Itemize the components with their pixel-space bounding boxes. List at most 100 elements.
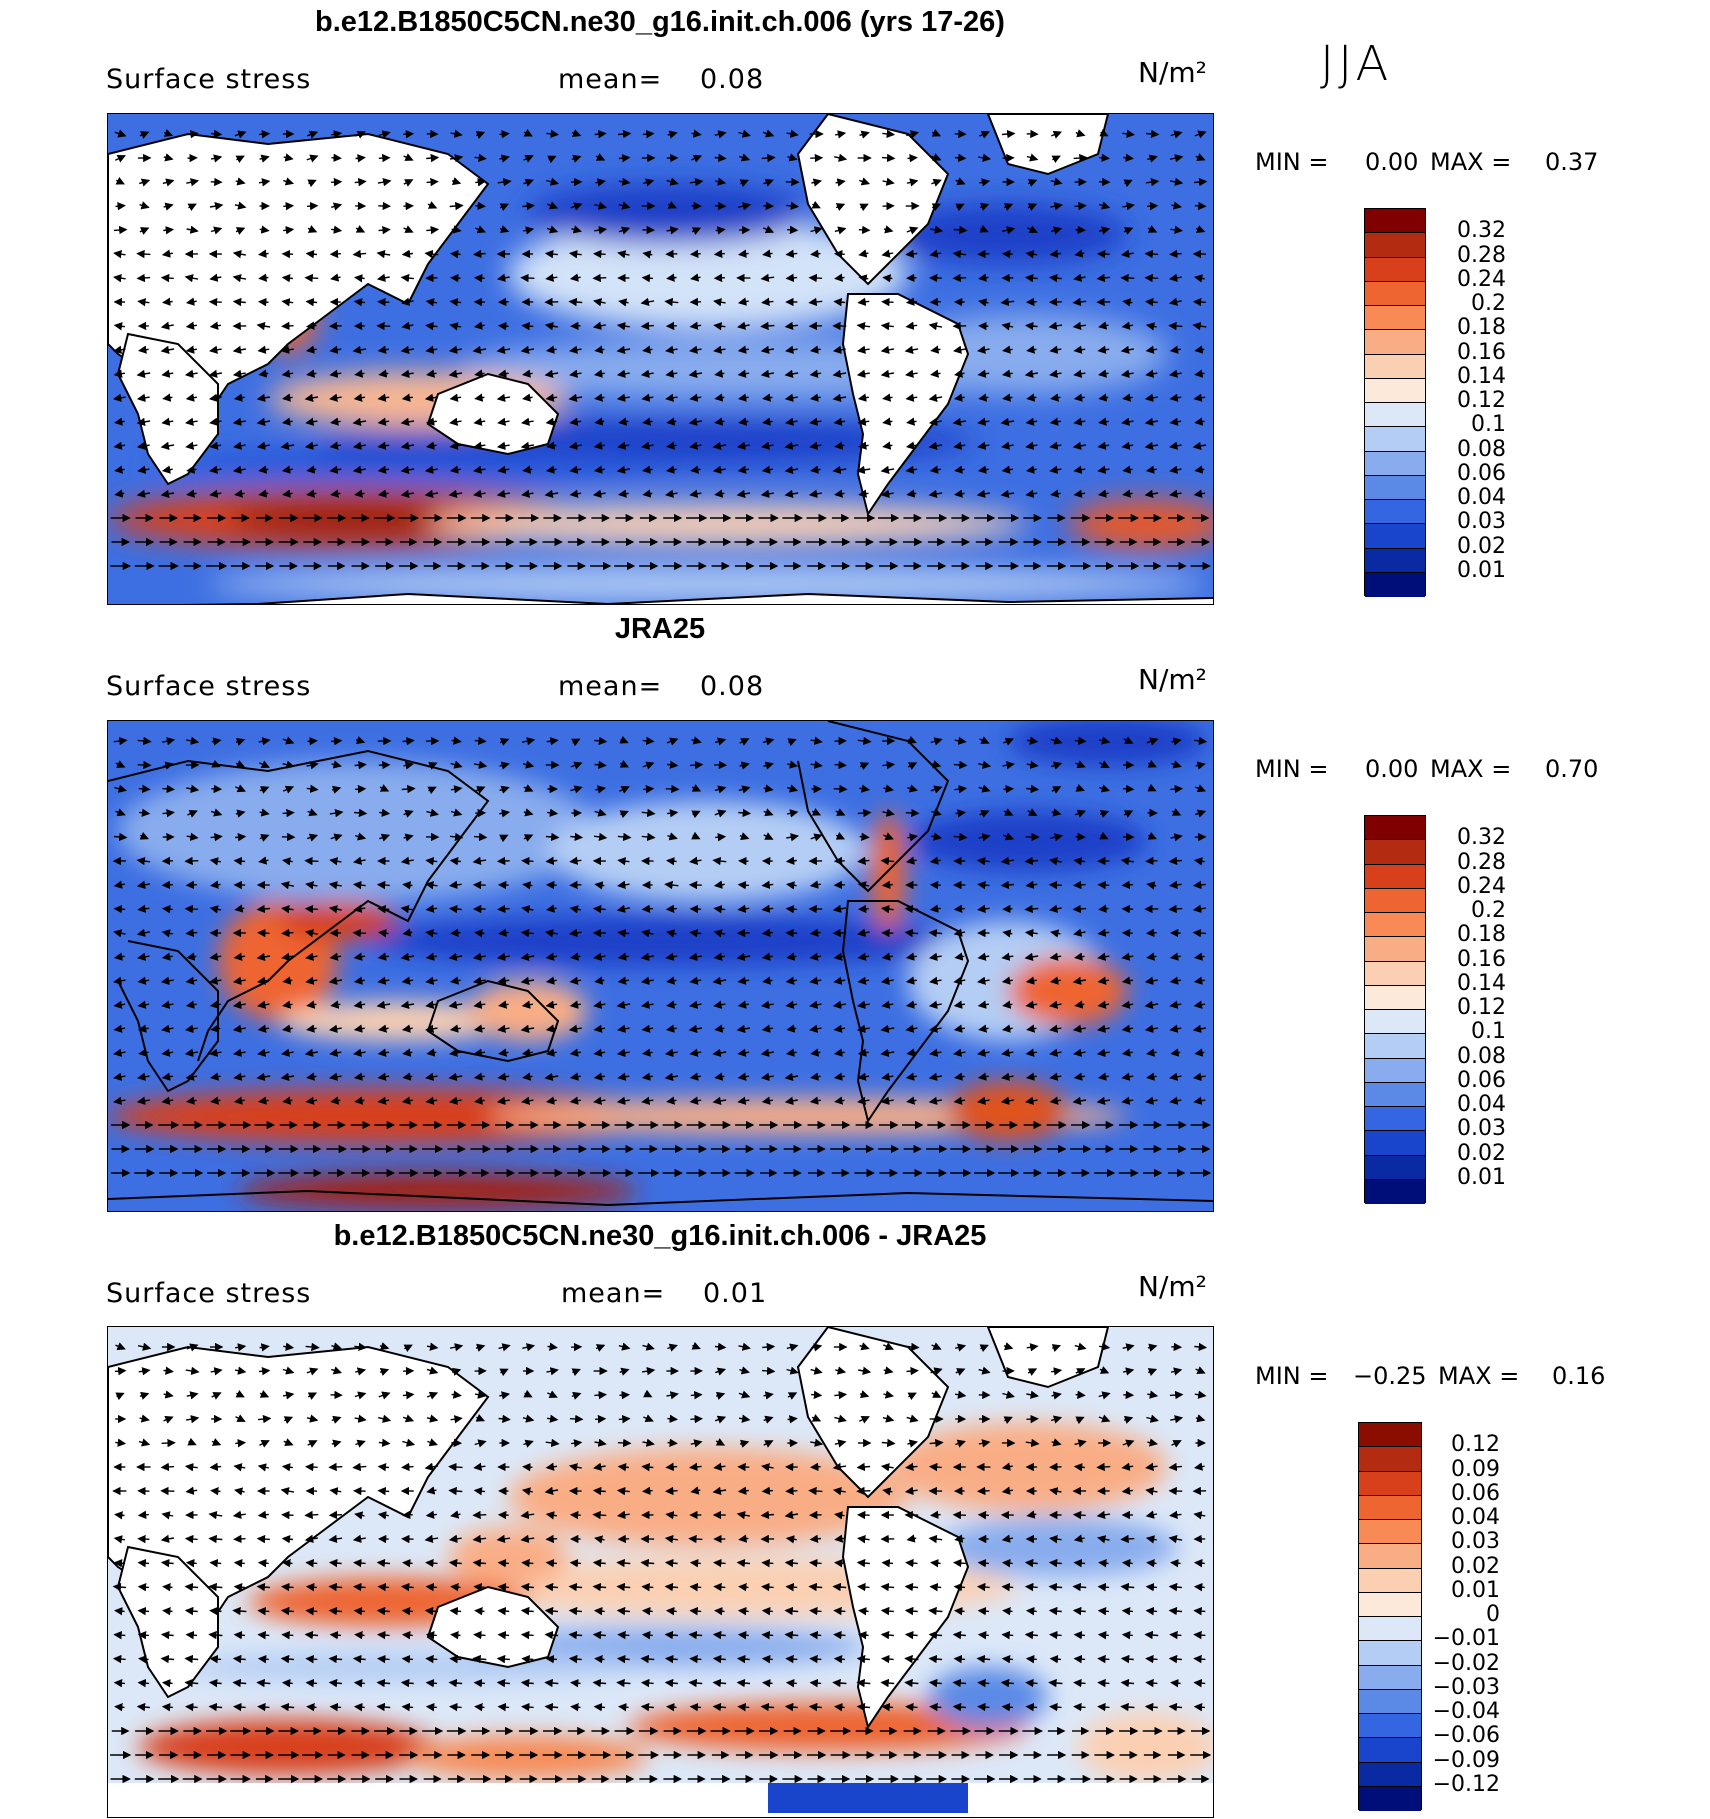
wind-vector bbox=[523, 226, 535, 235]
wind-vector bbox=[328, 1606, 343, 1616]
colorbar-segment bbox=[1365, 233, 1425, 258]
wind-vector bbox=[352, 417, 367, 427]
wind-vector bbox=[595, 1414, 607, 1424]
wind-vector bbox=[952, 1630, 966, 1640]
wind-vector bbox=[1025, 1607, 1037, 1616]
wind-vector bbox=[114, 1703, 125, 1712]
wind-vector bbox=[425, 441, 437, 450]
colorbar-segment bbox=[1365, 1131, 1425, 1156]
wind-vector bbox=[305, 1606, 318, 1616]
wind-vector bbox=[497, 1606, 510, 1616]
wind-vector bbox=[785, 856, 797, 865]
wind-vector bbox=[737, 1486, 749, 1495]
wind-vector bbox=[306, 201, 319, 211]
wind-vector bbox=[136, 1702, 150, 1712]
wind-vector bbox=[1098, 904, 1109, 913]
colorbar-tick-label: 0.24 bbox=[1457, 873, 1506, 899]
wind-vector bbox=[664, 1582, 679, 1592]
wind-vector bbox=[977, 1558, 990, 1568]
wind-vector bbox=[857, 808, 872, 818]
wind-vector bbox=[1073, 345, 1086, 354]
wind-vector bbox=[642, 178, 655, 187]
wind-vector bbox=[979, 224, 989, 233]
wind-vector bbox=[450, 129, 463, 138]
wind-vector bbox=[545, 832, 560, 842]
wind-vector bbox=[113, 1558, 125, 1568]
wind-vector bbox=[328, 1678, 342, 1688]
panel-1-title: b.e12.B1850C5CN.ne30_g16.init.ch.006 (yr… bbox=[315, 6, 1005, 38]
wind-vector bbox=[1194, 201, 1207, 211]
wind-vector bbox=[281, 298, 294, 307]
wind-vector bbox=[1121, 417, 1134, 426]
wind-vector bbox=[354, 178, 367, 187]
wind-vector bbox=[184, 856, 199, 866]
wind-vector bbox=[474, 369, 485, 378]
panel-1-min-value: 0.00 bbox=[1365, 148, 1419, 176]
colorbar-tick-label: 0.03 bbox=[1457, 509, 1506, 535]
wind-vector bbox=[475, 131, 486, 139]
wind-vector bbox=[544, 1630, 559, 1640]
wind-vector bbox=[1145, 928, 1157, 938]
wind-vector bbox=[115, 154, 126, 163]
wind-vector bbox=[498, 1414, 511, 1424]
wind-vector bbox=[737, 345, 750, 354]
wind-vector bbox=[1073, 393, 1085, 402]
wind-vector bbox=[595, 178, 606, 187]
wind-vector bbox=[233, 441, 246, 450]
wind-vector bbox=[1097, 880, 1110, 890]
wind-vector bbox=[161, 465, 173, 474]
wind-vector bbox=[976, 1582, 990, 1592]
wind-vector bbox=[641, 1582, 654, 1592]
wind-vector bbox=[569, 273, 581, 282]
wind-vector bbox=[762, 1342, 776, 1352]
wind-vector bbox=[259, 225, 270, 234]
wind-vector bbox=[496, 393, 511, 402]
wind-vector bbox=[1096, 1462, 1111, 1472]
wind-vector bbox=[473, 1630, 486, 1640]
wind-vector bbox=[642, 345, 653, 354]
wind-vector bbox=[713, 298, 726, 307]
wind-vector bbox=[714, 369, 725, 378]
wind-vector bbox=[664, 1630, 679, 1640]
wind-vector bbox=[1120, 369, 1134, 378]
wind-vector bbox=[738, 249, 749, 258]
wind-vector bbox=[809, 345, 821, 354]
colorbar-segment bbox=[1365, 209, 1425, 234]
wind-vector bbox=[616, 393, 630, 402]
wind-vector bbox=[403, 225, 414, 233]
panel-1-mean-value: 0.08 bbox=[700, 64, 765, 95]
wind-vector bbox=[691, 129, 702, 138]
wind-vector bbox=[641, 273, 654, 283]
wind-vector bbox=[426, 177, 439, 187]
wind-vector bbox=[451, 225, 462, 234]
wind-vector bbox=[306, 1703, 317, 1712]
colorbar-segment bbox=[1365, 1010, 1425, 1035]
wind-vector bbox=[857, 297, 870, 306]
wind-vector bbox=[113, 1678, 125, 1688]
wind-vector bbox=[571, 154, 582, 163]
wind-vector bbox=[689, 760, 704, 770]
wind-vector bbox=[162, 784, 175, 794]
wind-vector bbox=[426, 369, 437, 378]
wind-vector bbox=[545, 1534, 558, 1544]
wind-vector bbox=[1000, 297, 1015, 307]
wind-vector bbox=[304, 856, 319, 866]
wind-vector bbox=[113, 832, 128, 842]
colorbar-tick-label: −0.06 bbox=[1432, 1723, 1500, 1749]
colorbar-tick-label: 0.03 bbox=[1451, 1529, 1500, 1555]
wind-vector bbox=[810, 1462, 821, 1472]
wind-vector bbox=[905, 249, 918, 259]
wind-vector bbox=[641, 1630, 653, 1640]
wind-vector bbox=[257, 1559, 269, 1568]
wind-vector bbox=[1123, 153, 1134, 162]
wind-vector bbox=[618, 1703, 629, 1712]
wind-vector bbox=[1099, 226, 1111, 235]
wind-vector bbox=[953, 225, 968, 235]
wind-vector bbox=[353, 393, 366, 402]
wind-vector bbox=[138, 345, 149, 354]
wind-vector bbox=[377, 904, 390, 914]
wind-vector bbox=[256, 441, 270, 450]
colorbar-segment bbox=[1365, 961, 1425, 986]
wind-vector bbox=[569, 417, 582, 426]
wind-vector bbox=[235, 177, 246, 186]
